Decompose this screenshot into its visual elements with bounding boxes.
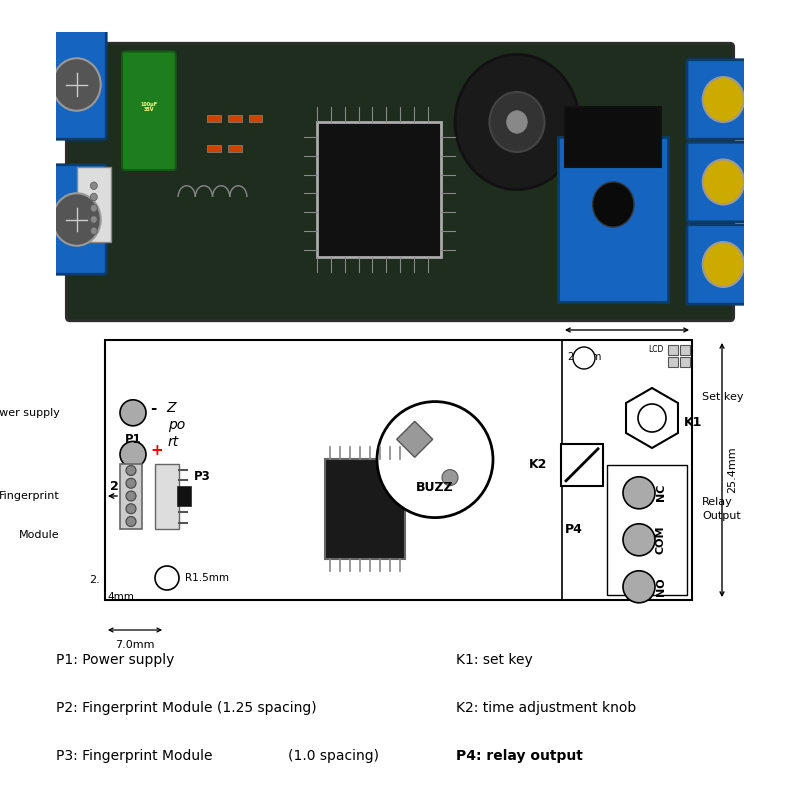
Bar — [325, 459, 405, 559]
Text: 16.3mm: 16.3mm — [604, 313, 650, 323]
Text: 2.: 2. — [90, 575, 100, 585]
Circle shape — [455, 54, 579, 190]
Circle shape — [126, 466, 136, 475]
Circle shape — [120, 400, 146, 426]
Text: 100µF
35V: 100µF 35V — [140, 102, 158, 112]
FancyBboxPatch shape — [687, 60, 753, 139]
Bar — [558, 137, 668, 302]
Text: P4: P4 — [565, 523, 583, 536]
Text: +: + — [150, 443, 162, 458]
Circle shape — [442, 470, 458, 486]
Circle shape — [593, 182, 634, 227]
Text: -: - — [150, 402, 156, 416]
Circle shape — [90, 182, 98, 190]
Text: Relay
Output: Relay Output — [702, 498, 741, 521]
Bar — [565, 107, 662, 167]
Bar — [120, 463, 142, 529]
Bar — [668, 357, 678, 367]
Text: P1: P1 — [125, 433, 142, 446]
Bar — [155, 463, 179, 529]
Circle shape — [573, 347, 595, 369]
Circle shape — [90, 227, 98, 234]
Text: NC: NC — [656, 484, 666, 502]
Text: Set key: Set key — [702, 392, 743, 402]
Text: P1: Power supply: P1: Power supply — [56, 653, 174, 667]
Bar — [561, 444, 603, 486]
Circle shape — [126, 491, 136, 501]
Text: P3: Fingerprint Module: P3: Fingerprint Module — [56, 749, 213, 763]
Circle shape — [638, 404, 666, 432]
Text: Power supply: Power supply — [0, 408, 60, 418]
Text: 2.0mm: 2.0mm — [567, 352, 602, 362]
Circle shape — [702, 77, 744, 122]
Circle shape — [623, 524, 655, 556]
Text: P4: relay output: P4: relay output — [456, 749, 583, 763]
Circle shape — [90, 216, 98, 223]
Text: Z: Z — [166, 401, 175, 414]
FancyBboxPatch shape — [687, 142, 753, 222]
Circle shape — [702, 242, 744, 287]
Bar — [607, 465, 687, 595]
FancyBboxPatch shape — [687, 225, 753, 304]
Bar — [228, 114, 242, 122]
Circle shape — [155, 566, 179, 590]
Text: Fingerprint: Fingerprint — [0, 491, 60, 501]
Text: (1.0 spacing): (1.0 spacing) — [288, 749, 379, 763]
Text: K1: K1 — [684, 417, 702, 430]
Text: K2: K2 — [529, 458, 547, 471]
Bar — [105, 340, 692, 600]
Bar — [207, 114, 221, 122]
Bar — [228, 145, 242, 152]
Bar — [177, 486, 191, 506]
Circle shape — [90, 205, 98, 212]
Circle shape — [506, 110, 527, 134]
Circle shape — [53, 58, 101, 110]
Text: po: po — [168, 418, 186, 432]
Bar — [207, 145, 221, 152]
Text: K1: set key: K1: set key — [456, 653, 533, 667]
Bar — [318, 122, 442, 257]
Circle shape — [490, 92, 545, 152]
Circle shape — [623, 477, 655, 509]
Text: 4mm: 4mm — [107, 592, 134, 602]
Circle shape — [702, 159, 744, 205]
FancyBboxPatch shape — [66, 43, 734, 321]
Bar — [249, 114, 262, 122]
Text: 25.4mm: 25.4mm — [727, 446, 737, 494]
Bar — [680, 357, 690, 367]
Text: LCD: LCD — [649, 345, 664, 354]
Bar — [77, 167, 111, 242]
FancyBboxPatch shape — [40, 165, 106, 274]
FancyBboxPatch shape — [40, 30, 106, 139]
Polygon shape — [397, 422, 433, 458]
Text: P3: P3 — [194, 470, 210, 482]
Text: COM: COM — [656, 526, 666, 554]
Text: rt: rt — [168, 435, 179, 449]
Bar — [680, 345, 690, 355]
FancyBboxPatch shape — [122, 51, 176, 170]
Circle shape — [90, 194, 98, 201]
Text: P2: Fingerprint Module (1.25 spacing): P2: Fingerprint Module (1.25 spacing) — [56, 701, 317, 715]
Text: 7.0mm: 7.0mm — [115, 640, 154, 650]
Polygon shape — [626, 388, 678, 448]
Bar — [668, 345, 678, 355]
Circle shape — [126, 504, 136, 514]
Circle shape — [53, 194, 101, 246]
Circle shape — [126, 478, 136, 488]
Text: 64.4mm: 64.4mm — [370, 290, 427, 304]
Circle shape — [377, 402, 493, 518]
Text: NO: NO — [656, 578, 666, 596]
Text: R1.5mm: R1.5mm — [185, 573, 229, 583]
Circle shape — [126, 517, 136, 526]
Circle shape — [623, 570, 655, 603]
Text: 2: 2 — [110, 479, 118, 493]
Circle shape — [120, 442, 146, 467]
Text: BUZZ: BUZZ — [416, 481, 454, 494]
Text: K2: time adjustment knob: K2: time adjustment knob — [456, 701, 636, 715]
Text: Module: Module — [19, 530, 60, 540]
